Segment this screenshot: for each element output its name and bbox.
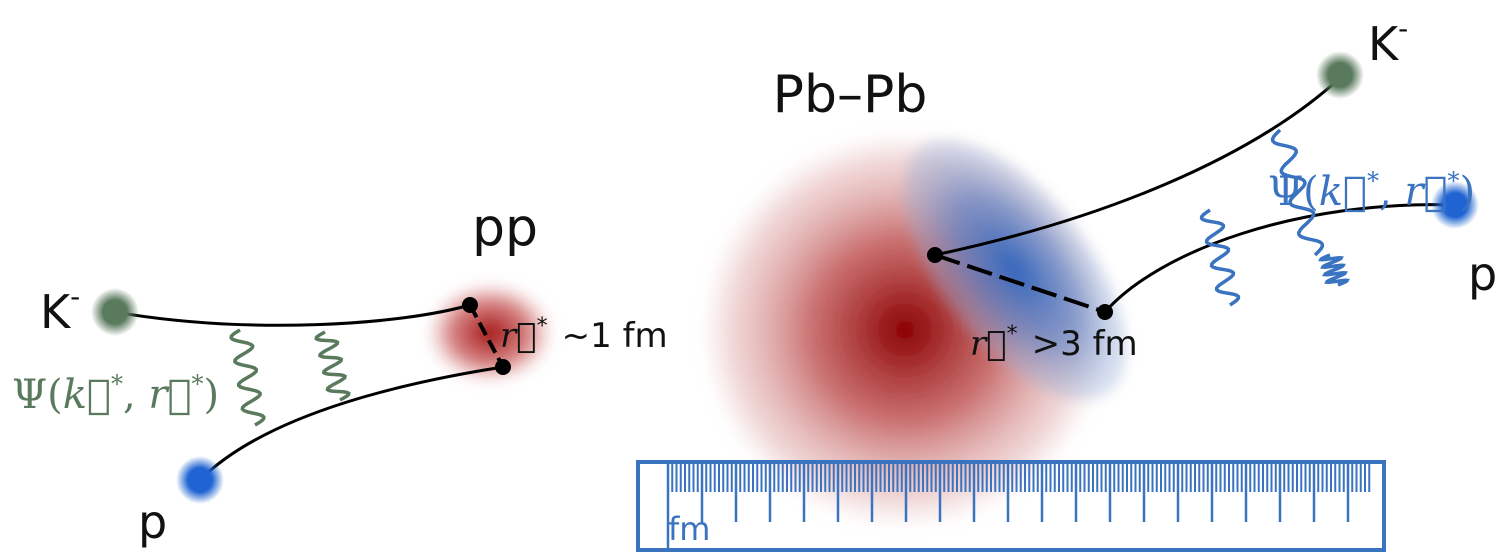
- separation-label: r⃗* ~1 fm: [500, 314, 668, 356]
- proton-track: [198, 365, 504, 482]
- vertex: [462, 297, 478, 313]
- wave: [1270, 128, 1325, 257]
- separation: [934, 253, 1106, 314]
- kaon-label: K-: [1368, 12, 1408, 71]
- kaon: [91, 288, 139, 336]
- kaon: [1316, 51, 1364, 99]
- proton: [1431, 181, 1479, 229]
- system-label: pp: [472, 198, 538, 258]
- proton-label: p: [138, 495, 167, 549]
- emission-region: [902, 139, 1128, 401]
- separation: [468, 304, 505, 368]
- ruler-frame: [636, 460, 1386, 552]
- ruler: [636, 460, 1386, 552]
- wave: [1199, 208, 1241, 307]
- proton-track: [1103, 203, 1456, 313]
- kaon-track: [934, 76, 1342, 257]
- separation-label: r⃗* >3 fm: [970, 322, 1138, 364]
- wavefunction: Ψ(k⃗*, r⃗*): [12, 370, 219, 418]
- kaon-track: [114, 303, 471, 327]
- wave: [1318, 253, 1350, 287]
- vertex: [495, 359, 511, 375]
- proton-label: p: [1468, 247, 1497, 301]
- vertex: [927, 247, 943, 263]
- wave: [229, 328, 266, 427]
- interaction-waves: [229, 128, 1350, 427]
- wave: [314, 330, 351, 402]
- system-label: Pb–Pb: [773, 65, 928, 125]
- wavefunction: Ψ(k⃗*, r⃗*): [1268, 167, 1475, 215]
- ruler-unit: fm: [668, 510, 710, 548]
- kaon-label: K-: [40, 280, 80, 339]
- proton: [176, 456, 224, 504]
- vertex: [1097, 304, 1113, 320]
